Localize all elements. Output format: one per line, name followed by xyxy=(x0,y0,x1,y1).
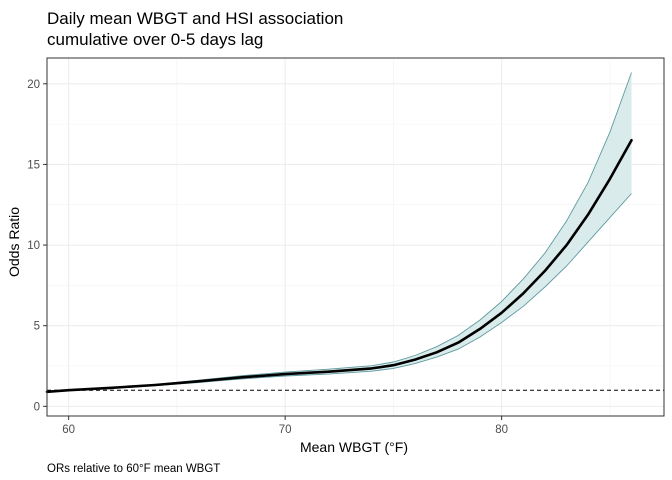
odds-ratio-line xyxy=(45,138,633,394)
confidence-band-lower-edge xyxy=(46,193,632,393)
confidence-band xyxy=(47,72,632,393)
y-tick-label: 10 xyxy=(27,240,40,252)
x-axis-title: Mean WBGT (°F) xyxy=(300,439,408,455)
x-tick-label: 60 xyxy=(62,424,75,436)
y-tick-label: 0 xyxy=(34,401,40,413)
y-axis-ticks: 0 5 10 15 20 xyxy=(27,79,47,413)
series-line-layer xyxy=(45,138,633,394)
y-tick-label: 15 xyxy=(27,159,40,171)
plot-panel-border xyxy=(46,57,665,417)
y-tick-label: 20 xyxy=(27,79,40,91)
chart-title-line-1: Daily mean WBGT and HSI association xyxy=(47,9,343,28)
confidence-band-upper-edge xyxy=(46,72,632,392)
x-axis-ticks: 60 70 80 xyxy=(62,416,508,436)
chart-caption: ORs relative to 60°F mean WBGT xyxy=(47,463,220,475)
y-axis-title: Odds Ratio xyxy=(6,207,22,277)
y-tick-label: 5 xyxy=(34,321,40,333)
chart-title-line-2: cumulative over 0-5 days lag xyxy=(47,30,263,49)
x-tick-label: 70 xyxy=(279,424,292,436)
confidence-band-layer xyxy=(46,72,632,393)
x-tick-label: 80 xyxy=(495,424,508,436)
